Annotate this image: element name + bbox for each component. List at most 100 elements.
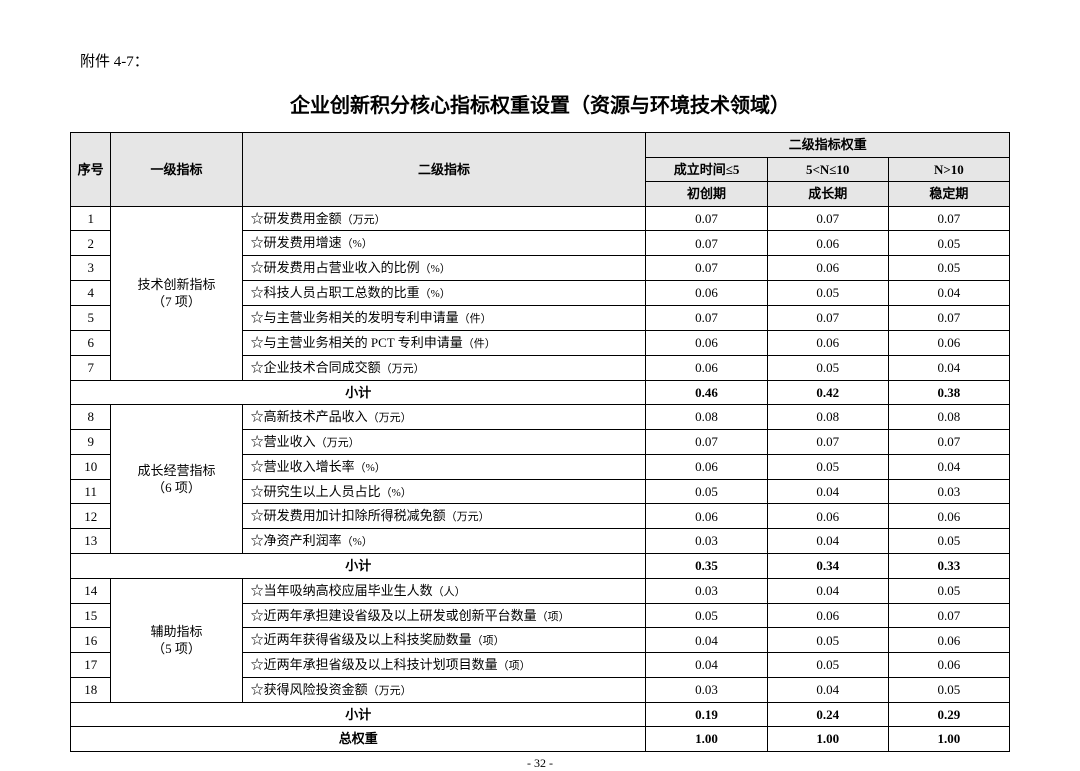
cell-primary-indicator: 成长经营指标 （6 项） — [111, 405, 242, 554]
cell-index: 11 — [71, 479, 111, 504]
cell-weight: 0.06 — [888, 504, 1009, 529]
page-title: 企业创新积分核心指标权重设置（资源与环境技术领域） — [70, 89, 1010, 118]
cell-primary-indicator: 技术创新指标 （7 项） — [111, 206, 242, 380]
cell-index: 9 — [71, 429, 111, 454]
table-row: 1技术创新指标 （7 项）☆研发费用金额（万元）0.070.070.07 — [71, 206, 1010, 231]
cell-weight: 0.06 — [646, 330, 767, 355]
cell-secondary-indicator: ☆营业收入增长率（%） — [242, 454, 646, 479]
cell-index: 18 — [71, 678, 111, 703]
cell-weight: 0.03 — [646, 578, 767, 603]
cell-weight: 0.05 — [888, 256, 1009, 281]
cell-index: 13 — [71, 529, 111, 554]
subtotal-weight: 0.24 — [767, 702, 888, 727]
cell-weight: 0.07 — [767, 429, 888, 454]
cell-weight: 0.05 — [767, 628, 888, 653]
cell-weight: 0.05 — [767, 653, 888, 678]
cell-secondary-indicator: ☆科技人员占职工总数的比重（%） — [242, 281, 646, 306]
cell-weight: 0.04 — [646, 628, 767, 653]
cell-secondary-indicator: ☆当年吸纳高校应届毕业生人数（人） — [242, 578, 646, 603]
cell-weight: 0.07 — [767, 306, 888, 331]
cell-weight: 0.03 — [888, 479, 1009, 504]
cell-weight: 0.05 — [646, 479, 767, 504]
cell-weight: 0.05 — [767, 454, 888, 479]
subtotal-weight: 0.35 — [646, 554, 767, 579]
cell-secondary-indicator: ☆近两年获得省级及以上科技奖励数量（项） — [242, 628, 646, 653]
cell-index: 1 — [71, 206, 111, 231]
table-row: 14辅助指标 （5 项）☆当年吸纳高校应届毕业生人数（人）0.030.040.0… — [71, 578, 1010, 603]
cell-weight: 0.07 — [646, 256, 767, 281]
document-page: 附件 4-7： 企业创新积分核心指标权重设置（资源与环境技术领域） 序号 一级指… — [0, 0, 1080, 764]
subtotal-label: 小计 — [71, 554, 646, 579]
cell-secondary-indicator: ☆与主营业务相关的发明专利申请量（件） — [242, 306, 646, 331]
cell-secondary-indicator: ☆获得风险投资金额（万元） — [242, 678, 646, 703]
cell-weight: 0.07 — [767, 206, 888, 231]
cell-index: 17 — [71, 653, 111, 678]
attachment-label: 附件 4-7： — [80, 50, 1010, 71]
cell-weight: 0.07 — [646, 206, 767, 231]
cell-weight: 0.07 — [646, 429, 767, 454]
cell-weight: 0.06 — [888, 653, 1009, 678]
cell-weight: 0.06 — [646, 281, 767, 306]
cell-secondary-indicator: ☆研发费用增速（%） — [242, 231, 646, 256]
subtotal-weight: 0.34 — [767, 554, 888, 579]
subtotal-row: 小计0.460.420.38 — [71, 380, 1010, 405]
cell-weight: 0.04 — [888, 454, 1009, 479]
cell-index: 5 — [71, 306, 111, 331]
cell-weight: 0.06 — [767, 256, 888, 281]
cell-secondary-indicator: ☆企业技术合同成交额（万元） — [242, 355, 646, 380]
cell-weight: 0.04 — [646, 653, 767, 678]
subtotal-label: 小计 — [71, 380, 646, 405]
cell-weight: 0.07 — [888, 306, 1009, 331]
total-weight: 1.00 — [646, 727, 767, 752]
cell-weight: 0.07 — [888, 603, 1009, 628]
cell-index: 3 — [71, 256, 111, 281]
cell-index: 12 — [71, 504, 111, 529]
cell-secondary-indicator: ☆近两年承担省级及以上科技计划项目数量（项） — [242, 653, 646, 678]
cell-secondary-indicator: ☆研究生以上人员占比（%） — [242, 479, 646, 504]
total-weight: 1.00 — [767, 727, 888, 752]
cell-index: 15 — [71, 603, 111, 628]
cell-weight: 0.04 — [767, 529, 888, 554]
col-period1-name: 初创期 — [646, 182, 767, 207]
cell-weight: 0.05 — [767, 355, 888, 380]
cell-index: 2 — [71, 231, 111, 256]
table-body: 1技术创新指标 （7 项）☆研发费用金额（万元）0.070.070.072 ☆研发… — [71, 206, 1010, 751]
cell-secondary-indicator: ☆高新技术产品收入（万元） — [242, 405, 646, 430]
subtotal-weight: 0.33 — [888, 554, 1009, 579]
table-header: 序号 一级指标 二级指标 二级指标权重 成立时间≤5 5<N≤10 N>10 初… — [71, 133, 1010, 207]
cell-weight: 0.07 — [888, 206, 1009, 231]
cell-weight: 0.06 — [646, 504, 767, 529]
cell-weight: 0.04 — [767, 578, 888, 603]
cell-weight: 0.08 — [646, 405, 767, 430]
cell-weight: 0.04 — [888, 355, 1009, 380]
cell-secondary-indicator: ☆与主营业务相关的 PCT 专利申请量（件） — [242, 330, 646, 355]
subtotal-weight: 0.38 — [888, 380, 1009, 405]
cell-weight: 0.05 — [767, 281, 888, 306]
cell-weight: 0.05 — [888, 231, 1009, 256]
cell-secondary-indicator: ☆近两年承担建设省级及以上研发或创新平台数量（项） — [242, 603, 646, 628]
cell-secondary-indicator: ☆研发费用占营业收入的比例（%） — [242, 256, 646, 281]
col-period2-cond: 5<N≤10 — [767, 157, 888, 182]
cell-index: 8 — [71, 405, 111, 430]
cell-weight: 0.06 — [767, 330, 888, 355]
col-period3-name: 稳定期 — [888, 182, 1009, 207]
subtotal-weight: 0.42 — [767, 380, 888, 405]
subtotal-label: 小计 — [71, 702, 646, 727]
cell-weight: 0.04 — [767, 479, 888, 504]
cell-weight: 0.06 — [646, 454, 767, 479]
cell-index: 6 — [71, 330, 111, 355]
cell-weight: 0.08 — [888, 405, 1009, 430]
cell-primary-indicator: 辅助指标 （5 项） — [111, 578, 242, 702]
subtotal-weight: 0.29 — [888, 702, 1009, 727]
subtotal-weight: 0.19 — [646, 702, 767, 727]
cell-weight: 0.06 — [767, 603, 888, 628]
col-secondary: 二级指标 — [242, 133, 646, 207]
cell-weight: 0.06 — [888, 330, 1009, 355]
total-row: 总权重1.001.001.00 — [71, 727, 1010, 752]
cell-weight: 0.06 — [767, 231, 888, 256]
cell-weight: 0.06 — [888, 628, 1009, 653]
cell-weight: 0.07 — [888, 429, 1009, 454]
cell-weight: 0.05 — [888, 529, 1009, 554]
subtotal-row: 小计0.190.240.29 — [71, 702, 1010, 727]
subtotal-row: 小计0.350.340.33 — [71, 554, 1010, 579]
